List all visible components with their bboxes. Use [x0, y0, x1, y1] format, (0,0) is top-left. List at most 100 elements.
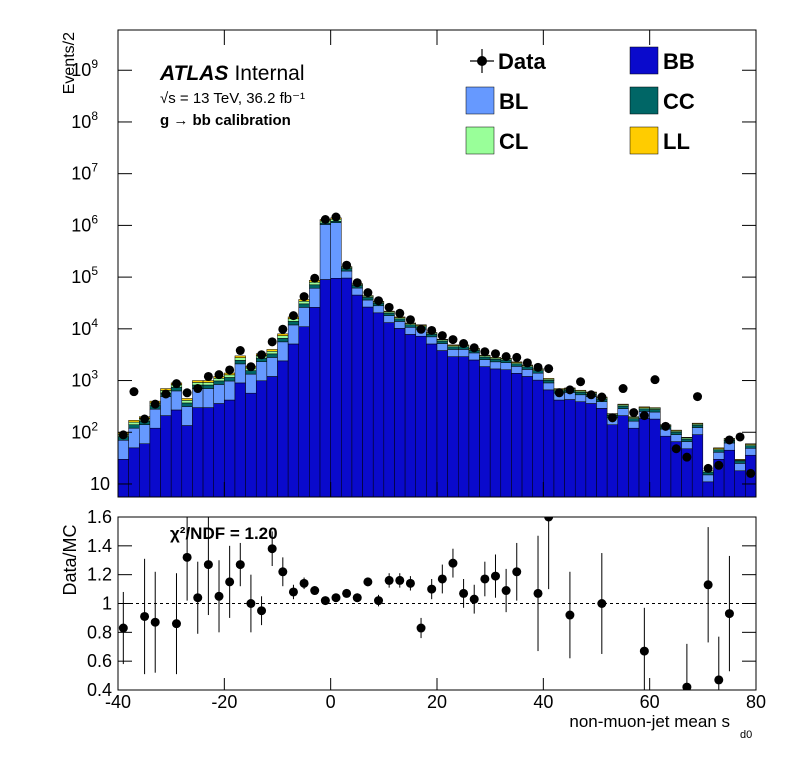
bar-segment — [468, 352, 480, 361]
bar-segment — [638, 418, 650, 497]
data-point — [437, 331, 447, 341]
bar-segment — [224, 377, 236, 382]
y-tick-base: 10 — [71, 164, 91, 184]
bar-segment — [649, 411, 661, 420]
y-tick-label: 0.8 — [87, 622, 112, 642]
bar-segment — [511, 366, 523, 374]
ratio-point — [490, 571, 500, 581]
bar-segment — [394, 321, 406, 329]
bar-segment — [341, 270, 353, 279]
data-point — [182, 388, 192, 398]
y-tick-exponent: 3 — [91, 368, 98, 382]
bar-segment — [309, 284, 321, 289]
bar-segment — [489, 359, 502, 363]
y-tick-base: 10 — [71, 60, 91, 80]
x-tick-label: 20 — [427, 692, 447, 712]
bar-segment — [319, 224, 331, 280]
data-point — [490, 349, 500, 359]
y-tick-base: 10 — [71, 112, 91, 132]
data-point — [129, 387, 139, 397]
bar-segment — [245, 373, 257, 394]
y-tick-label: 1.2 — [87, 565, 112, 585]
data-point — [501, 352, 511, 362]
y-tick-label: 107 — [71, 161, 98, 184]
bar-segment — [606, 424, 619, 497]
ratio-point — [214, 591, 224, 601]
legend-marker — [477, 56, 487, 66]
data-point — [512, 352, 522, 362]
y-tick-label: 105 — [71, 264, 98, 287]
data-point — [427, 325, 437, 335]
bar-segment — [277, 360, 289, 497]
ratio-y-axis-label: Data/MC — [60, 524, 80, 595]
bar-segment — [458, 349, 470, 357]
y-tick-exponent: 7 — [91, 161, 98, 175]
y-tick-base: 10 — [71, 319, 91, 339]
data-point — [374, 296, 384, 306]
bar-segment — [266, 357, 278, 377]
ratio-point — [597, 599, 607, 608]
data-point — [342, 260, 352, 270]
bar-segment — [266, 349, 278, 352]
y-tick-base: 10 — [71, 215, 91, 235]
bar-segment — [298, 301, 310, 305]
bar-segment — [543, 382, 555, 391]
bar-segment — [128, 420, 140, 423]
bar-segment — [574, 391, 587, 396]
bar-segment — [192, 407, 204, 497]
bar-segment — [128, 427, 140, 449]
data-point — [618, 384, 628, 394]
x-tick-label: -20 — [211, 692, 237, 712]
y-tick-label: 109 — [71, 57, 98, 80]
bar-segment — [596, 408, 608, 497]
ratio-point — [352, 593, 362, 603]
bar-segment — [213, 380, 225, 385]
bar-segment — [181, 402, 193, 407]
bar-segment — [649, 409, 661, 413]
bar-segment — [574, 394, 587, 402]
data-point — [363, 288, 373, 298]
data-point — [544, 364, 554, 374]
bar-segment — [330, 222, 342, 279]
bar-segment — [181, 406, 193, 426]
y-axis-label: Events/2 — [61, 32, 78, 94]
y-tick-label: 0.4 — [87, 680, 112, 700]
bar-segment — [617, 415, 629, 497]
bar-segment — [468, 359, 480, 497]
bar-segment — [713, 449, 725, 453]
bar-segment — [532, 379, 544, 497]
data-point — [735, 432, 745, 442]
bar-segment — [213, 384, 225, 404]
bar-segment — [713, 447, 725, 449]
bar-segment — [521, 369, 533, 377]
bar-segment — [139, 424, 151, 444]
bar-segment — [330, 278, 342, 497]
bar-segment — [181, 425, 193, 497]
y-tick-label: 108 — [71, 109, 98, 132]
x-tick-label: 80 — [746, 692, 766, 712]
ratio-point — [118, 623, 128, 633]
data-point — [469, 343, 479, 353]
bar-segment — [734, 470, 746, 497]
bar-segment — [139, 443, 151, 497]
chi2-label: χ²/NDF = 1.20 — [170, 524, 278, 543]
data-point — [203, 371, 213, 381]
ratio-point — [469, 594, 479, 604]
bar-segment — [553, 399, 565, 497]
atlas-status: Internal — [234, 62, 304, 85]
bar-segment — [372, 305, 385, 314]
y-tick-label: 106 — [71, 212, 98, 235]
data-point — [193, 384, 203, 394]
data-point — [405, 315, 415, 325]
bar-segment — [681, 437, 693, 439]
bar-segment — [479, 356, 491, 360]
bar-segment — [372, 312, 385, 497]
x-axis-label: non-muon-jet mean s — [569, 712, 730, 731]
bar-segment — [681, 438, 693, 442]
bar-segment — [691, 434, 704, 497]
data-point — [746, 468, 756, 478]
bar-segment — [734, 463, 746, 472]
bar-segment — [160, 396, 172, 416]
bar-segment — [447, 346, 459, 350]
